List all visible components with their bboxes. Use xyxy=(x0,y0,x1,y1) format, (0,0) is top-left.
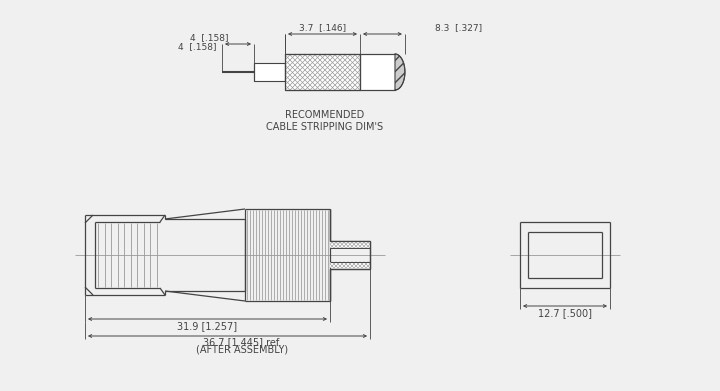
Bar xyxy=(330,242,370,248)
Text: 12.7 [.500]: 12.7 [.500] xyxy=(538,308,592,318)
Bar xyxy=(330,262,370,268)
Text: RECOMMENDED
CABLE STRIPPING DIM'S: RECOMMENDED CABLE STRIPPING DIM'S xyxy=(266,110,384,132)
Text: 4  [.158]: 4 [.158] xyxy=(178,43,216,52)
Text: 31.9 [1.257]: 31.9 [1.257] xyxy=(177,321,238,331)
Text: (AFTER ASSEMBLY): (AFTER ASSEMBLY) xyxy=(197,345,289,355)
Bar xyxy=(360,54,395,90)
Text: 8.3  [.327]: 8.3 [.327] xyxy=(435,23,482,32)
Text: 4  [.158]: 4 [.158] xyxy=(189,34,228,43)
Bar xyxy=(285,54,360,90)
Polygon shape xyxy=(395,54,405,90)
Bar xyxy=(254,63,285,81)
Text: 36.7 [1.445] ref.: 36.7 [1.445] ref. xyxy=(203,337,282,347)
Bar xyxy=(285,54,360,90)
Text: 3.7  [.146]: 3.7 [.146] xyxy=(299,23,346,32)
